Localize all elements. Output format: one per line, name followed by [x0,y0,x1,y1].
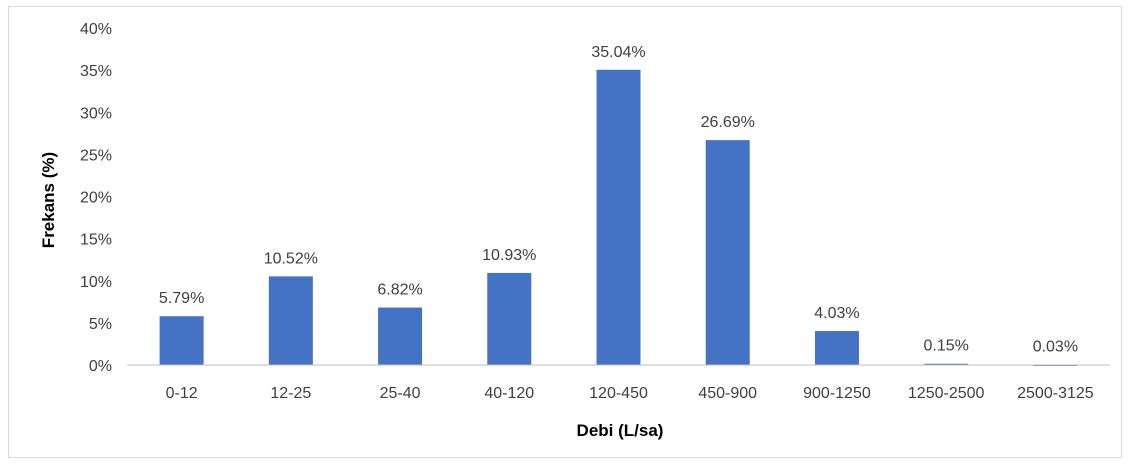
y-tick-label: 0% [89,358,112,375]
bar [596,69,641,366]
y-tick-label: 20% [80,190,112,207]
y-axis-ticks: 0% 5% 10% 15% 20% 25% 30% 35% 40% [80,21,112,375]
x-tick-label: 0-12 [166,385,198,402]
bar [705,140,750,365]
x-tick-label: 25-40 [380,385,421,402]
y-tick-label: 10% [80,274,112,291]
y-axis-title: Frekans (%) [39,152,58,248]
bar [814,331,859,365]
chart-frame [8,6,1122,458]
x-tick-label: 12-25 [270,385,311,402]
data-label: 26.69% [701,114,755,131]
data-label: 35.04% [591,44,645,61]
y-tick-label: 25% [80,147,112,164]
data-labels: 5.79% 10.52% 6.82% 10.93% 35.04% 26.69% 4.03% 0… [159,44,1078,356]
bar [924,363,969,365]
x-axis-title: Debi (L/sa) [577,421,664,440]
x-axis-ticks: 0-12 12-25 25-40 40-120 120-450 450-900 900-12… [166,385,1094,402]
data-label: 5.79% [159,290,204,307]
x-tick-label: 120-450 [589,385,648,402]
bar [268,276,313,365]
y-tick-label: 5% [89,316,112,333]
bar [159,316,204,365]
y-tick-label: 30% [80,105,112,122]
data-label: 10.93% [482,247,536,264]
data-label: 10.52% [264,250,318,267]
y-tick-label: 35% [80,63,112,80]
y-tick-label: 15% [80,232,112,249]
data-label: 4.03% [814,305,859,322]
bar [487,272,532,365]
x-tick-label: 900-1250 [803,385,871,402]
bar [378,307,423,365]
x-tick-label: 1250-2500 [908,385,985,402]
data-label: 0.15% [923,338,968,355]
x-tick-label: 40-120 [484,385,534,402]
data-label: 0.03% [1033,339,1078,356]
data-label: 6.82% [377,282,422,299]
x-tick-label: 2500-3125 [1017,385,1094,402]
x-tick-label: 450-900 [698,385,757,402]
bars [159,69,1078,366]
y-tick-label: 40% [80,21,112,38]
